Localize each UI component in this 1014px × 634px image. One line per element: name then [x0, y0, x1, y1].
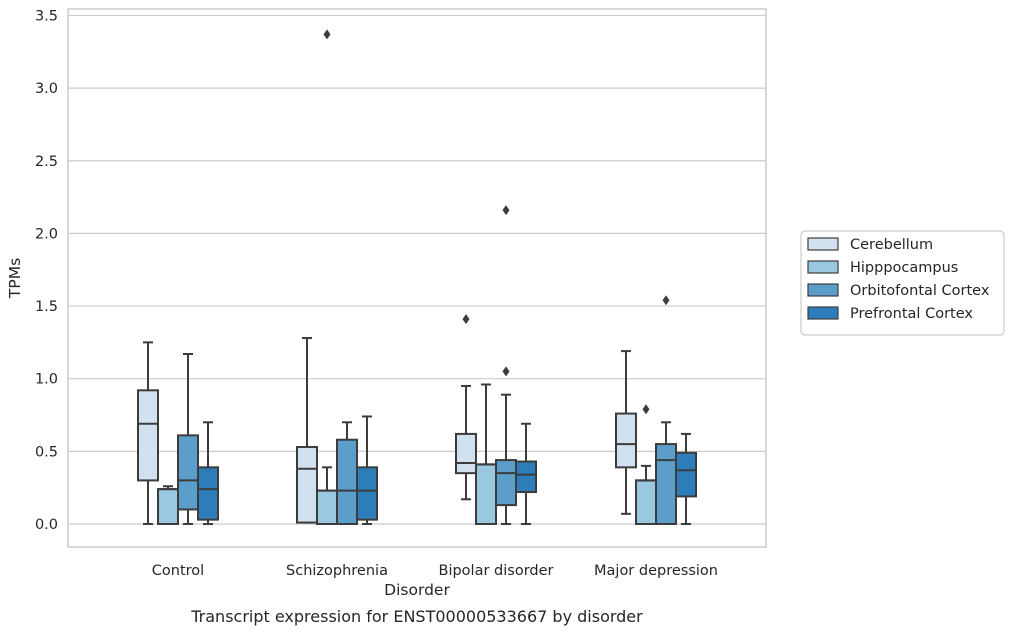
y-tick-labels: 0.0 0.5 1.0 1.5 2.0 2.5 3.0 3.5: [35, 8, 58, 533]
chart-caption: Transcript expression for ENST0000053366…: [190, 607, 643, 626]
legend-swatch: [807, 283, 839, 297]
legend-frame: [800, 230, 1005, 336]
box-prefrontal-cortex: [515, 422, 537, 525]
box-prefrontal-cortex: [675, 432, 697, 525]
plot-frame: [67, 8, 767, 548]
box-orbitofontal-cortex: [655, 295, 677, 525]
box-iqr: [157, 488, 179, 525]
box-orbitofontal-cortex: [336, 421, 358, 526]
outlier-point: [462, 314, 470, 325]
box-cerebellum: [137, 341, 159, 525]
boxes: [137, 29, 697, 526]
box-iqr: [336, 438, 358, 526]
box-iqr: [356, 466, 378, 521]
y-tick-label: 1.0: [35, 372, 58, 388]
legend-entry: Orbitofontal Cortex: [850, 283, 990, 299]
legend-entry: Cerebellum: [850, 237, 933, 253]
box-iqr: [615, 412, 637, 469]
outlier-point: [323, 29, 331, 40]
box-hipppocampus: [635, 404, 657, 526]
x-tick-label: Major depression: [594, 563, 718, 579]
y-axis-label: TPMs: [6, 258, 24, 299]
box-hipppocampus: [475, 383, 497, 525]
x-tick-label: Schizophrenia: [286, 563, 388, 579]
box-iqr: [455, 432, 477, 475]
box-iqr: [137, 389, 159, 482]
legend-entry: Hipppocampus: [850, 260, 958, 276]
outlier-point: [502, 205, 510, 216]
box-iqr: [296, 445, 318, 524]
x-tick-labels: Control Schizophrenia Bipolar disorder Majo…: [152, 563, 718, 579]
outlier-point: [502, 366, 510, 377]
legend: Cerebellum Hipppocampus Orbitofontal Corte…: [800, 230, 1005, 336]
box-orbitofontal-cortex: [495, 205, 517, 525]
legend-swatch: [807, 237, 839, 251]
box-iqr: [316, 489, 338, 525]
box-iqr: [475, 463, 497, 525]
box-iqr: [655, 443, 677, 525]
y-tick-label: 2.0: [35, 226, 58, 242]
box-iqr: [177, 434, 199, 511]
box-iqr: [515, 460, 537, 494]
box-hipppocampus: [157, 485, 179, 525]
y-tick-label: 0.5: [35, 444, 58, 460]
box-orbitofontal-cortex: [177, 352, 199, 525]
box-iqr: [635, 479, 657, 526]
legend-entry: Prefrontal Cortex: [850, 306, 973, 322]
y-tick-label: 3.0: [35, 81, 58, 97]
outlier-point: [662, 295, 670, 306]
x-axis-label: Disorder: [384, 581, 450, 599]
y-tick-label: 0.0: [35, 517, 58, 533]
y-tick-label: 3.5: [35, 8, 58, 24]
x-tick-label: Control: [152, 563, 204, 579]
box-cerebellum: [296, 337, 318, 524]
box-prefrontal-cortex: [197, 421, 219, 525]
y-tick-label: 1.5: [35, 299, 58, 315]
box-iqr: [197, 466, 219, 521]
box-cerebellum: [455, 314, 477, 501]
outlier-point: [642, 404, 650, 415]
x-tick-label: Bipolar disorder: [439, 563, 554, 579]
y-tick-label: 2.5: [35, 154, 58, 170]
box-iqr: [675, 451, 697, 498]
box-cerebellum: [615, 350, 637, 515]
legend-swatch: [807, 306, 839, 320]
legend-swatch: [807, 260, 839, 274]
box-iqr: [495, 459, 517, 507]
box-hipppocampus: [316, 29, 338, 525]
box-prefrontal-cortex: [356, 415, 378, 525]
